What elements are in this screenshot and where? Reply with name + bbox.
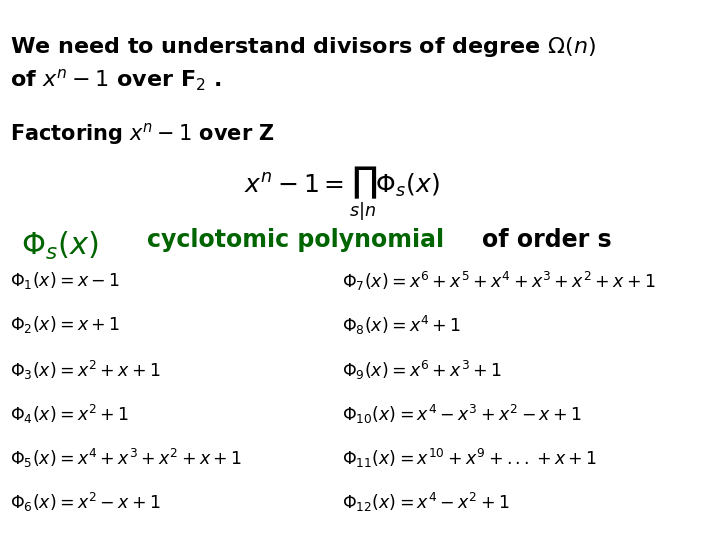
Text: $\Phi_1(x) = x-1$: $\Phi_1(x) = x-1$ [10, 270, 120, 291]
Text: of $x^n-1$ over $\mathbf{F}_2$ .: of $x^n-1$ over $\mathbf{F}_2$ . [10, 68, 222, 93]
Text: $\Phi_3(x) = x^2+x+1$: $\Phi_3(x) = x^2+x+1$ [10, 359, 161, 382]
Text: $x^n - 1 = \prod_{s|n} \Phi_s(x)$: $x^n - 1 = \prod_{s|n} \Phi_s(x)$ [244, 165, 440, 224]
Text: $\Phi_4(x) = x^2+1$: $\Phi_4(x) = x^2+1$ [10, 403, 130, 426]
Text: $\Phi_2(x) = x+1$: $\Phi_2(x) = x+1$ [10, 314, 120, 335]
Text: $\Phi_{10}(x) = x^4-x^3+x^2-x+1$: $\Phi_{10}(x) = x^4-x^3+x^2-x+1$ [342, 403, 582, 426]
Text: $\Phi_s(x)$: $\Phi_s(x)$ [20, 230, 98, 261]
Text: We need to understand divisors of degree $\Omega(n)$: We need to understand divisors of degree… [10, 35, 596, 59]
Text: $\Phi_9(x) = x^6+x^3+1$: $\Phi_9(x) = x^6+x^3+1$ [342, 359, 502, 382]
Text: $\Phi_{11}(x) = x^{10}+x^9+...+x+1$: $\Phi_{11}(x) = x^{10}+x^9+...+x+1$ [342, 447, 597, 470]
Text: $\Phi_5(x) = x^4+x^3+x^2+x+1$: $\Phi_5(x) = x^4+x^3+x^2+x+1$ [10, 447, 243, 470]
Text: of order s: of order s [482, 228, 611, 252]
Text: $\Phi_{12}(x) = x^4-x^2+1$: $\Phi_{12}(x) = x^4-x^2+1$ [342, 491, 510, 515]
Text: Factoring $x^n-1$ over $\mathbf{Z}$: Factoring $x^n-1$ over $\mathbf{Z}$ [10, 122, 275, 147]
Text: $\Phi_6(x) = x^2-x+1$: $\Phi_6(x) = x^2-x+1$ [10, 491, 161, 515]
Text: $\Phi_7(x) = x^6+x^5+x^4+x^3+x^2+x+1$: $\Phi_7(x) = x^6+x^5+x^4+x^3+x^2+x+1$ [342, 270, 655, 293]
Text: $\Phi_8(x) = x^4+1$: $\Phi_8(x) = x^4+1$ [342, 314, 461, 338]
Text: cyclotomic polynomial: cyclotomic polynomial [147, 228, 444, 252]
